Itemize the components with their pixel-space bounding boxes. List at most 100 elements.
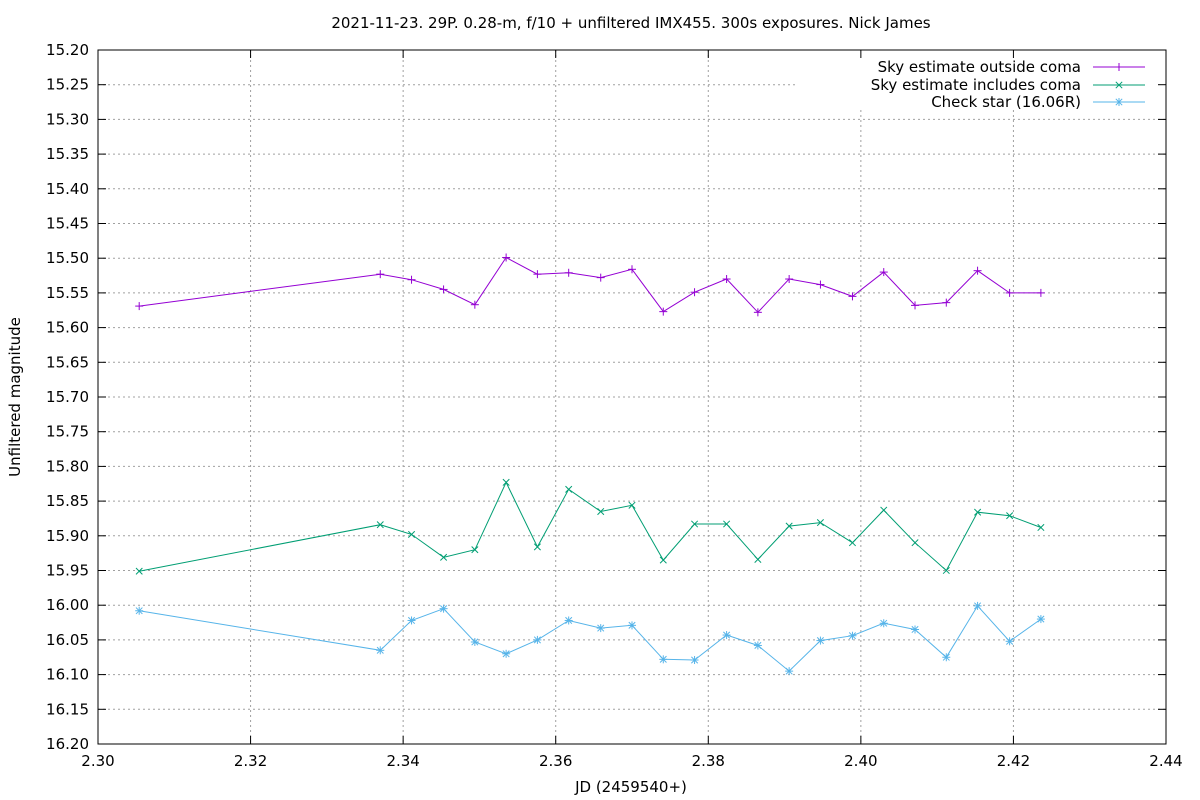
data-point [564, 268, 573, 277]
x-tick-label: 2.36 [539, 752, 572, 770]
data-point [754, 555, 762, 563]
data-point [816, 519, 824, 527]
data-point [816, 636, 825, 645]
data-point [376, 270, 385, 279]
data-point [628, 621, 636, 630]
data-point [659, 307, 668, 316]
x-tick-label: 2.44 [1149, 752, 1182, 770]
data-point [1005, 288, 1014, 297]
y-tick-label: 15.75 [46, 423, 89, 441]
y-tick-label: 15.80 [46, 457, 89, 475]
x-tick-label: 2.40 [844, 752, 877, 770]
data-point [135, 302, 144, 311]
y-axis-label: Unfiltered magnitude [6, 317, 24, 477]
y-tick-label: 15.85 [46, 492, 89, 510]
data-point [722, 631, 731, 640]
series-line [139, 256, 1041, 314]
data-point [723, 520, 731, 528]
y-tick-label: 16.10 [46, 666, 89, 684]
legend-label: Check star (16.06R) [931, 93, 1081, 111]
grid [98, 50, 1166, 744]
data-point [911, 625, 920, 634]
data-point [376, 646, 385, 655]
series-line [139, 605, 1042, 672]
data-point [439, 604, 448, 613]
y-tick-label: 15.40 [46, 180, 89, 198]
data-point [533, 270, 542, 279]
data-point [502, 478, 510, 486]
series-1 [135, 253, 1045, 317]
data-point [973, 601, 982, 610]
y-tick-label: 15.30 [46, 110, 89, 128]
data-point [135, 567, 143, 575]
data-point [785, 275, 794, 284]
data-point [691, 520, 699, 528]
data-point [407, 530, 416, 538]
data-point [911, 539, 919, 547]
data-point [690, 288, 699, 297]
data-point [974, 508, 982, 516]
data-point [597, 507, 605, 516]
y-tick-label: 15.95 [46, 562, 89, 580]
y-tick-label: 15.60 [46, 319, 89, 337]
data-point [1036, 288, 1045, 297]
data-point [973, 266, 982, 275]
y-tick-label: 15.65 [46, 353, 89, 371]
x-axis-label: JD (2459540+) [574, 778, 687, 796]
data-point [753, 308, 762, 317]
data-point [848, 292, 857, 301]
data-point [439, 285, 448, 294]
series-layer [135, 253, 1045, 676]
data-point [848, 539, 857, 547]
data-point [848, 631, 857, 640]
y-tick-label: 16.05 [46, 631, 89, 649]
axis-ticks: 2.30 2.32 2.34 2.36 2.38 2.40 2.42 2.44 15.20 15.… [46, 41, 1183, 770]
y-tick-label: 15.35 [46, 145, 89, 163]
legend-label: Sky estimate includes coma [871, 76, 1081, 94]
data-point [596, 273, 605, 282]
y-tick-label: 16.15 [46, 700, 89, 718]
x-tick-label: 2.34 [386, 752, 419, 770]
data-point [502, 253, 511, 262]
data-point [785, 667, 794, 676]
y-tick-label: 15.25 [46, 76, 89, 94]
data-point [407, 275, 416, 284]
data-point [471, 546, 479, 554]
data-point [942, 298, 951, 307]
data-point [1037, 523, 1045, 532]
x-tick-label: 2.42 [997, 752, 1030, 770]
chart-title: 2021-11-23. 29P. 0.28-m, f/10 + unfilter… [331, 14, 930, 32]
data-point [596, 624, 605, 633]
data-point [1005, 637, 1014, 646]
data-point [816, 280, 825, 289]
y-tick-label: 15.50 [46, 249, 89, 267]
y-tick-label: 15.20 [46, 41, 89, 59]
legend-marker [1115, 63, 1123, 71]
series-2 [135, 478, 1045, 575]
data-point [1006, 512, 1014, 520]
series-line [139, 481, 1042, 572]
data-point [376, 521, 384, 529]
data-point [135, 606, 144, 615]
data-point [722, 275, 731, 284]
x-tick-label: 2.30 [81, 752, 114, 770]
data-point [502, 649, 511, 658]
data-point [879, 619, 888, 628]
data-point [1036, 615, 1045, 624]
y-tick-label: 15.70 [46, 388, 89, 406]
data-point [470, 637, 479, 646]
x-tick-label: 2.38 [692, 752, 725, 770]
legend-marker [1115, 98, 1123, 106]
data-point [879, 268, 888, 277]
y-tick-label: 16.20 [46, 735, 89, 753]
legend-marker [1115, 81, 1123, 89]
data-point [628, 501, 636, 509]
legend-label: Sky estimate outside coma [878, 58, 1081, 76]
data-point [565, 485, 573, 493]
data-point [440, 553, 448, 561]
data-point [407, 616, 416, 625]
data-point [942, 653, 951, 662]
data-point [942, 566, 950, 575]
data-point [470, 300, 479, 309]
